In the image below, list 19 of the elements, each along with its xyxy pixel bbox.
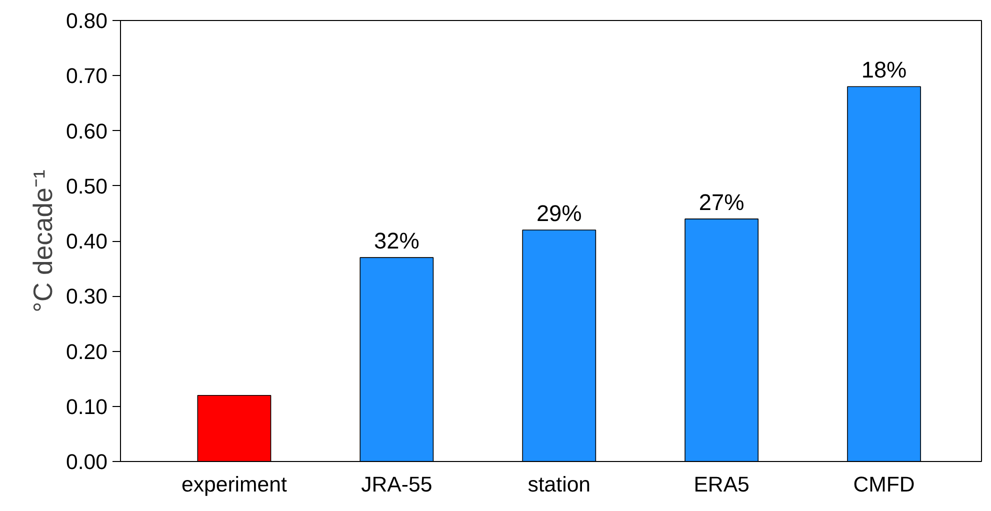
y-tick-label: 0.70: [66, 64, 108, 88]
y-tick-label: 0.00: [66, 450, 108, 474]
x-tick-label: station: [528, 472, 591, 496]
x-tick-label: ERA5: [694, 472, 750, 496]
x-tick-label: experiment: [181, 472, 288, 496]
y-tick-label: 0.30: [66, 284, 108, 309]
annotation: 32%: [374, 228, 420, 254]
y-tick-label: 0.20: [66, 340, 108, 364]
y-tick-label: 0.50: [66, 174, 108, 198]
y-axis-title: °C decade⁻¹: [28, 170, 58, 312]
y-tick-label: 0.40: [66, 230, 108, 254]
y-tick-label: 0.10: [66, 394, 108, 419]
y-tick-label: 0.60: [66, 119, 108, 144]
annotation: 18%: [861, 56, 907, 83]
x-tick-label: JRA-55: [361, 472, 432, 496]
x-tick-label: CMFD: [853, 472, 915, 496]
annotation: 29%: [536, 200, 582, 226]
annotation: 27%: [698, 188, 744, 215]
y-tick-label: 0.80: [66, 9, 108, 33]
